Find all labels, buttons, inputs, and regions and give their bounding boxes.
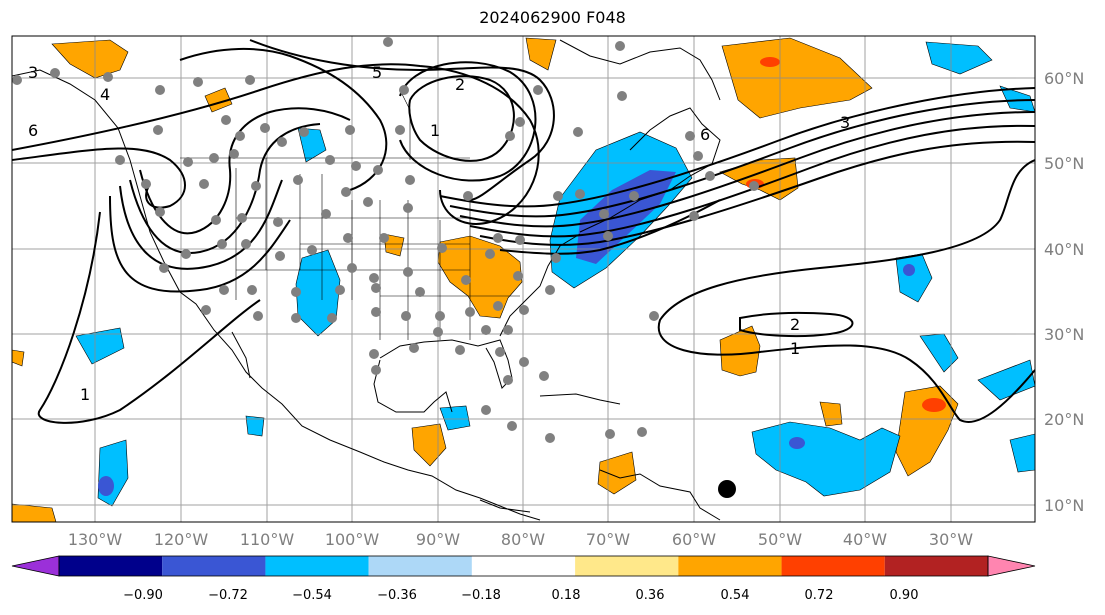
colorbar-segment (265, 556, 369, 576)
colorbar-segment (678, 556, 782, 576)
lat-label: 30°N (1044, 325, 1084, 344)
storm-center-marker (718, 480, 736, 498)
colorbar-label: 0.18 (552, 588, 581, 603)
colorbar-segment (884, 556, 988, 576)
colorbar-segment (162, 556, 266, 576)
colorbar-label: 0.54 (721, 588, 750, 603)
contour-label: 1 (430, 121, 440, 140)
graticule (12, 36, 1035, 522)
contour-label: 6 (28, 121, 38, 140)
colorbar (11, 555, 1036, 577)
contour-label: 6 (700, 125, 710, 144)
map-title: 2024062900 F048 (479, 8, 626, 27)
contour-label: 2 (790, 315, 800, 334)
colorbar-label: 0.72 (805, 588, 834, 603)
longitude-labels: 130°W 120°W 110°W 100°W 90°W 80°W 70°W 6… (68, 530, 973, 549)
lon-label: 40°W (843, 530, 887, 549)
colorbar-label: −0.54 (292, 588, 332, 603)
lon-label: 120°W (154, 530, 209, 549)
colorbar-label: 0.36 (636, 588, 665, 603)
contour-label: 1 (790, 339, 800, 358)
colorbar-labels: −0.90 −0.72 −0.54 −0.36 −0.18 0.18 0.36 … (123, 588, 918, 603)
shaded-field-strong-negative (98, 170, 915, 496)
contour-labels: 3 4 6 5 2 1 6 3 2 1 1 (28, 63, 850, 404)
colorbar-label: −0.36 (377, 588, 417, 603)
colorbar-label: −0.72 (208, 588, 248, 603)
lat-label: 50°N (1044, 154, 1084, 173)
colorbar-segment (471, 556, 576, 576)
lon-label: 50°W (758, 530, 802, 549)
colorbar-label: −0.18 (461, 588, 501, 603)
lon-label: 70°W (586, 530, 630, 549)
colorbar-label: −0.90 (123, 588, 163, 603)
lat-label: 20°N (1044, 410, 1084, 429)
lat-label: 60°N (1044, 69, 1084, 88)
latitude-labels: 60°N 50°N 40°N 30°N 20°N 10°N (1044, 69, 1084, 515)
lat-label: 40°N (1044, 240, 1084, 259)
contour-label: 1 (80, 385, 90, 404)
station-markers (12, 37, 759, 443)
colorbar-extend-low (11, 555, 60, 577)
colorbar-label: 0.90 (890, 588, 919, 603)
contour-label: 3 (840, 113, 850, 132)
lon-label: 80°W (501, 530, 545, 549)
contour-label: 3 (28, 63, 38, 82)
plot-frame (11, 35, 1036, 523)
lon-label: 30°W (929, 530, 973, 549)
lat-label: 10°N (1044, 496, 1084, 515)
colorbar-segment (59, 556, 163, 576)
colorbar-segment (575, 556, 679, 576)
lon-label: 110°W (240, 530, 295, 549)
colorbar-extend-high (987, 555, 1036, 577)
contour-label: 2 (455, 75, 465, 94)
colorbar-frame (58, 555, 989, 577)
lon-label: 90°W (416, 530, 460, 549)
colorbar-segment (368, 556, 472, 576)
lon-label: 100°W (325, 530, 380, 549)
contour-label: 4 (100, 85, 110, 104)
lon-label: 60°W (672, 530, 716, 549)
contour-label: 5 (372, 63, 382, 82)
coastlines (12, 39, 721, 521)
lon-label: 130°W (68, 530, 123, 549)
colorbar-segment (781, 556, 885, 576)
